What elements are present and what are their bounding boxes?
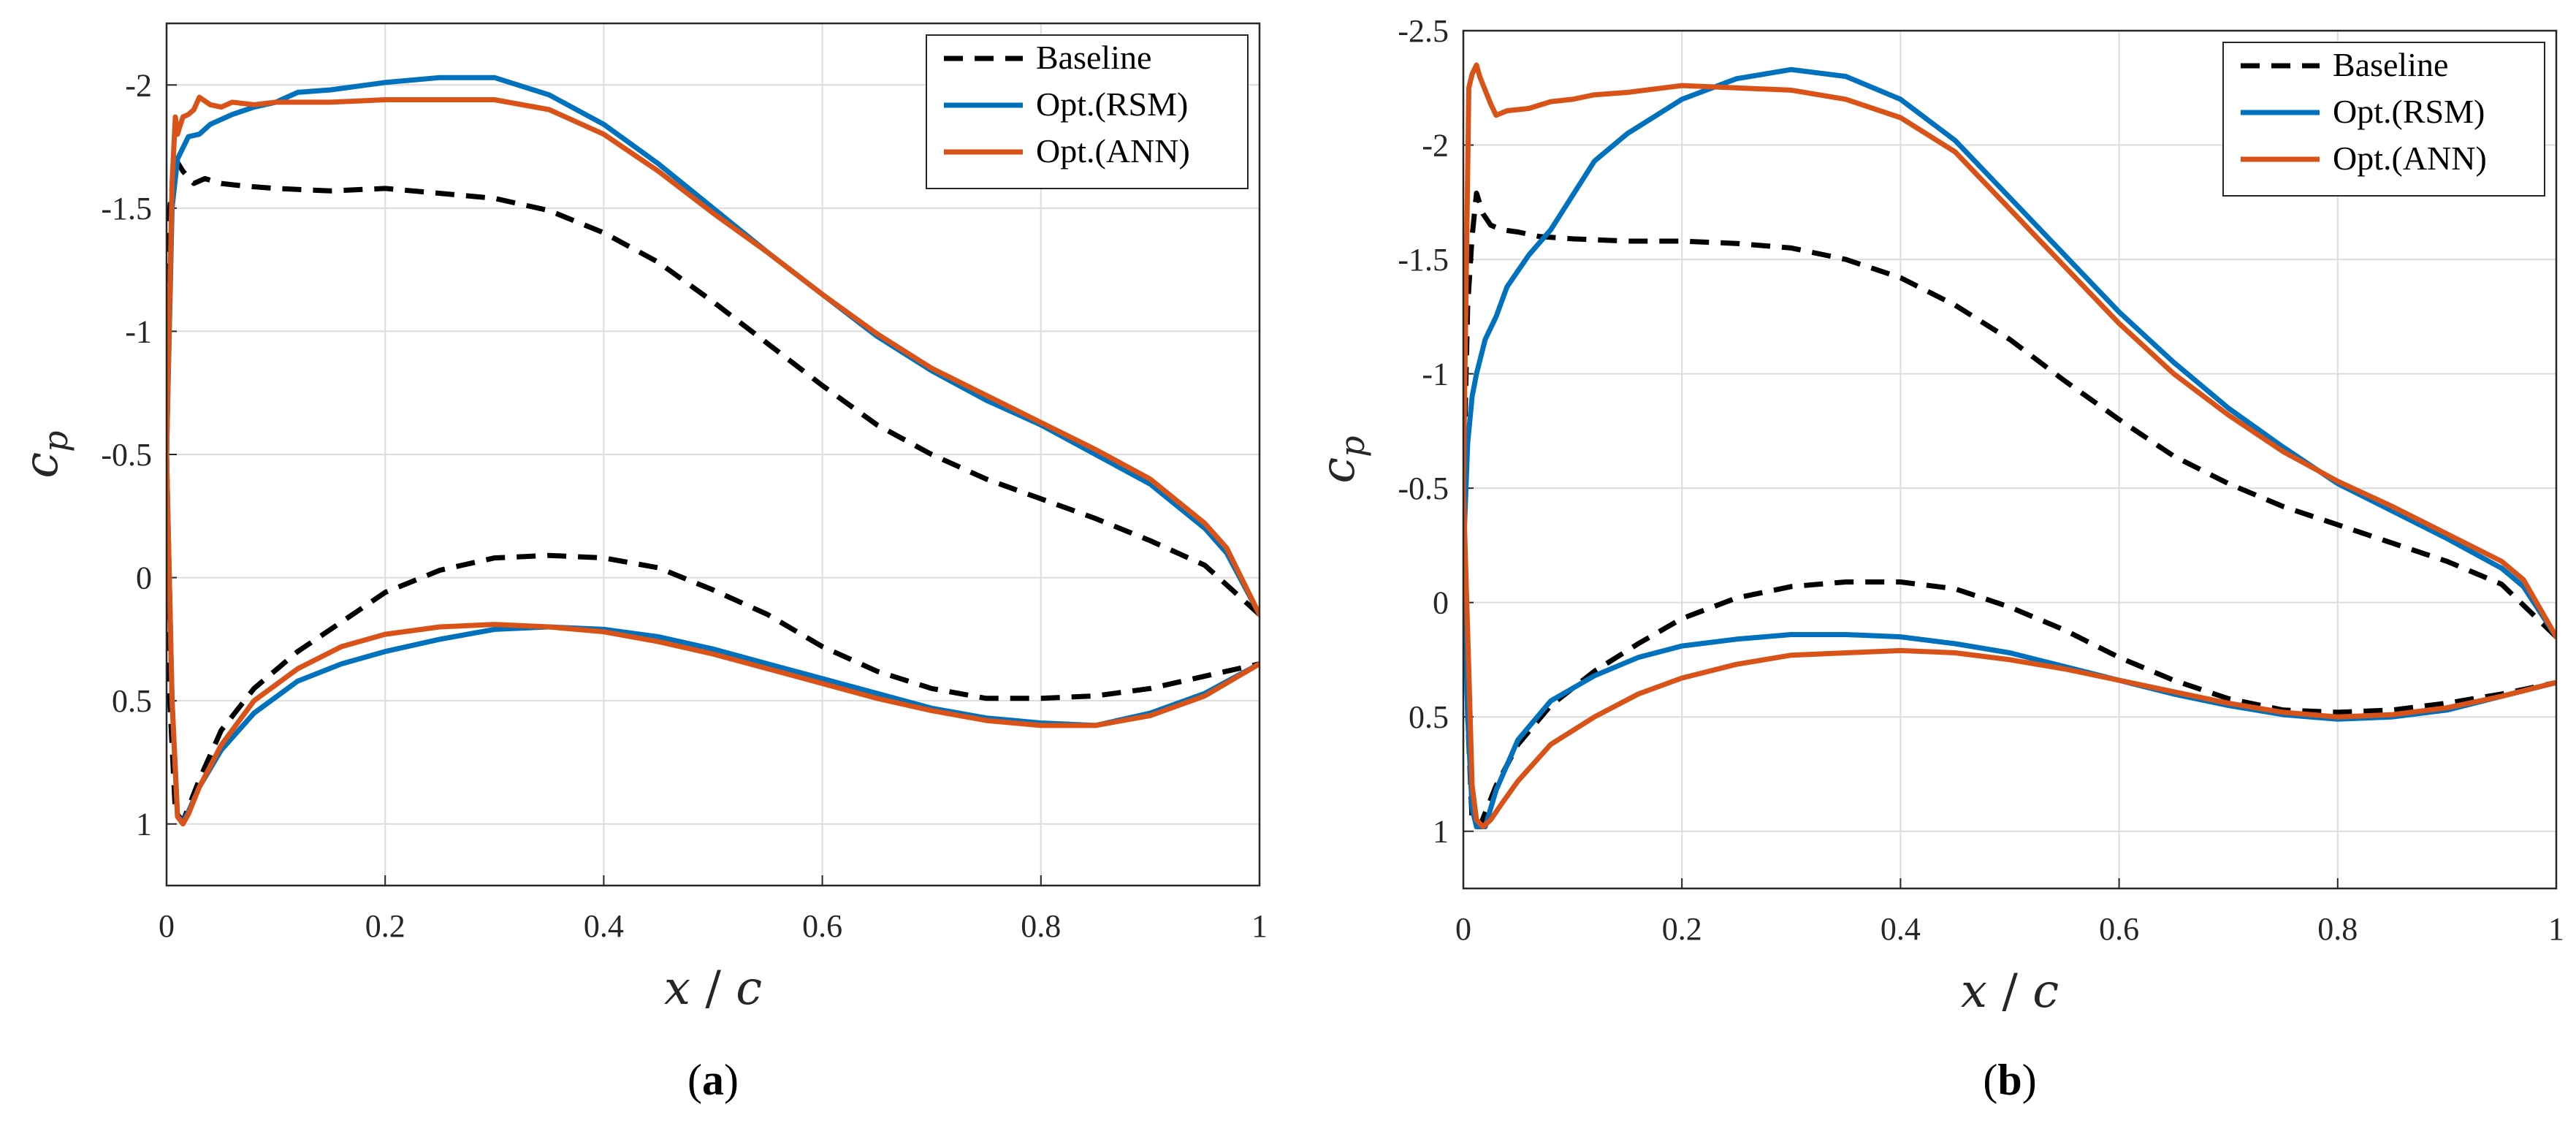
chart-panel-2: 0 0.2 0.4 0.6 0.8 1 -2.5 -2 -1.5 -1 -0.5 0 0.5 1 x / c… xyxy=(1311,13,2564,1104)
x-tick-label: 0.2 xyxy=(365,908,405,944)
series-line-opt-rsm- xyxy=(1463,66,2556,829)
x-axis-label: x / c xyxy=(664,962,762,1016)
y-tick-label: 0 xyxy=(1433,585,1449,621)
x-tick-label: 1 xyxy=(2548,911,2564,947)
series-line-opt-ann- xyxy=(167,94,1260,827)
x-tick-label: 1 xyxy=(1251,908,1268,944)
legend-label: Opt.(ANN) xyxy=(2333,140,2487,177)
y-tick-label: 0.5 xyxy=(1409,699,1449,735)
panel-label: (b) xyxy=(1983,1056,2036,1104)
y-tick-label: -2 xyxy=(1422,128,1449,164)
x-tick-label: 0.8 xyxy=(1021,908,1061,944)
axes-box xyxy=(165,22,1261,887)
legend: Baseline Opt.(RSM) Opt.(ANN) xyxy=(926,34,1249,189)
series-line-opt-ann- xyxy=(1463,62,2556,829)
x-tick-label: 0 xyxy=(159,908,175,944)
y-tick-label: -0.5 xyxy=(101,437,152,473)
y-tick-label: -2 xyxy=(125,67,152,103)
legend-label: Opt.(RSM) xyxy=(1036,85,1188,123)
y-tick-label: -1.5 xyxy=(101,191,152,226)
y-tick-label: -0.5 xyxy=(1398,471,1449,506)
x-tick-label: 0.6 xyxy=(2099,911,2139,947)
y-tick-label: 1 xyxy=(136,807,152,842)
y-tick-label: -1 xyxy=(125,313,152,349)
y-tick-label: 1 xyxy=(1433,814,1449,850)
y-tick-label: 0.5 xyxy=(112,683,152,719)
y-tick-label: -1 xyxy=(1422,357,1449,392)
x-tick-label: 0.8 xyxy=(2317,911,2358,947)
x-tick-label: 0.6 xyxy=(802,908,842,944)
legend: Baseline Opt.(RSM) Opt.(ANN) xyxy=(2222,42,2545,197)
y-axis-label: cp xyxy=(15,430,75,478)
x-tick-label: 0 xyxy=(1455,911,1471,947)
x-tick-label: 0.2 xyxy=(1662,911,1702,947)
y-tick-label: -1.5 xyxy=(1398,242,1449,278)
panel-label: (a) xyxy=(687,1056,739,1104)
x-tick-label: 0.4 xyxy=(1880,911,1921,947)
y-tick-label: -2.5 xyxy=(1398,13,1449,49)
legend-label: Baseline xyxy=(2333,46,2448,83)
y-axis-label: cp xyxy=(1311,435,1372,483)
y-tick-label: 0 xyxy=(136,560,152,596)
legend-label: Baseline xyxy=(1036,39,1151,76)
x-axis-label: x / c xyxy=(1961,964,2059,1019)
legend-label: Opt.(RSM) xyxy=(2333,93,2485,130)
axes-box xyxy=(1462,29,2558,890)
series-line-baseline xyxy=(1463,190,2556,829)
x-tick-label: 0.4 xyxy=(584,908,624,944)
chart-panel-1: 0 0.2 0.4 0.6 0.8 1 -2 -1.5 -1 -0.5 0 0.5 1 x / c cp Ba… xyxy=(15,22,1268,1104)
legend-label: Opt.(ANN) xyxy=(1036,132,1190,170)
